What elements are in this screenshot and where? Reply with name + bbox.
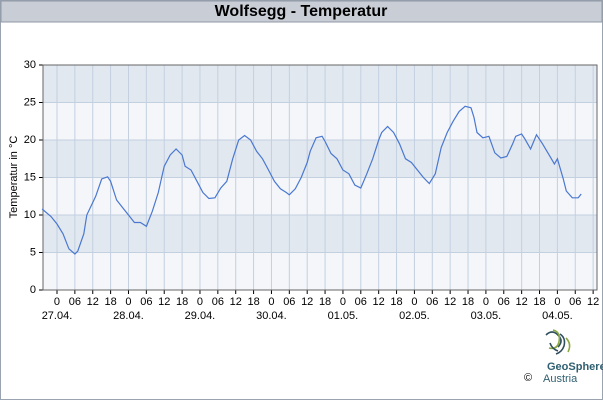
x-tick-label: 18 — [104, 296, 116, 308]
logo — [545, 329, 571, 355]
title-bar — [0, 0, 603, 23]
x-tick-label: 06 — [283, 296, 295, 308]
x-tick-label: 18 — [319, 296, 331, 308]
y-tick-label: 10 — [24, 209, 36, 221]
x-tick-label: 0 — [197, 296, 203, 308]
x-tick-label: 12 — [516, 296, 528, 308]
x-tick-label: 0 — [411, 296, 417, 308]
copyright: © — [524, 372, 532, 384]
x-tick-label: 0 — [483, 296, 489, 308]
x-tick-label: 12 — [87, 296, 99, 308]
line — [41, 105, 582, 255]
x-tick-label: 18 — [462, 296, 474, 308]
x-tick-label: 06 — [426, 296, 438, 308]
x-tick-label: 06 — [355, 296, 367, 308]
x-tick-label: 06 — [498, 296, 510, 308]
chart-title: Wolfsegg - Temperatur — [215, 3, 388, 20]
x-tick-label: 06 — [69, 296, 81, 308]
x-tick-label: 12 — [230, 296, 242, 308]
date-label: 01.05. — [328, 310, 359, 322]
y-tick-label: 25 — [24, 96, 36, 108]
x-tick-label: 0 — [54, 296, 60, 308]
x-tick-label: 12 — [301, 296, 313, 308]
date-label: 30.04. — [256, 310, 287, 322]
x-tick-label: 18 — [176, 296, 188, 308]
x-tick-label: 0 — [554, 296, 560, 308]
y-tick-label: 0 — [30, 284, 36, 296]
y-tick-label: 30 — [24, 59, 36, 71]
band — [43, 252, 597, 290]
x-tick-label: 12 — [587, 296, 599, 308]
plot-border — [42, 64, 598, 291]
y-tick-label: 20 — [24, 134, 36, 146]
x-tick-label: 18 — [390, 296, 402, 308]
band — [43, 65, 597, 103]
date-label: 02.05. — [399, 310, 430, 322]
x-tick-label: 06 — [569, 296, 581, 308]
x-tick-label: 0 — [125, 296, 131, 308]
x-tick-label: 18 — [533, 296, 545, 308]
logo-country: Austria — [543, 373, 578, 385]
x-tick-label: 0 — [340, 296, 346, 308]
date-label: 28.04. — [113, 310, 144, 322]
band — [43, 102, 597, 140]
x-tick-label: 06 — [140, 296, 152, 308]
x-tick-label: 0 — [268, 296, 274, 308]
x-tick-label: 12 — [444, 296, 456, 308]
y-tick-label: 15 — [24, 171, 36, 183]
x-tick-label: 12 — [158, 296, 170, 308]
x-tick-label: 12 — [373, 296, 385, 308]
y-tick-label: 5 — [30, 246, 36, 258]
logo-name: GeoSphere — [547, 361, 603, 373]
date-label: 27.04. — [42, 310, 73, 322]
y-axis-label: Temperatur in °C — [8, 136, 20, 219]
x-tick-label: 06 — [212, 296, 224, 308]
date-label: 29.04. — [185, 310, 216, 322]
band — [43, 140, 597, 178]
date-label: 03.05. — [471, 310, 502, 322]
date-label: 04.05. — [542, 310, 573, 322]
x-tick-label: 18 — [247, 296, 259, 308]
band — [43, 177, 597, 215]
band — [43, 215, 597, 253]
